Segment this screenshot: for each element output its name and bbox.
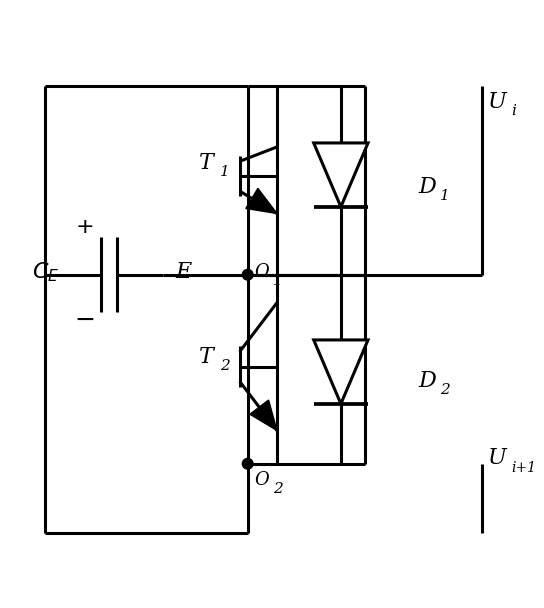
Text: D: D (418, 176, 436, 198)
Text: 2: 2 (273, 482, 283, 496)
Text: 2: 2 (220, 359, 230, 373)
Text: −: − (75, 308, 96, 332)
Text: O: O (254, 471, 269, 489)
Text: 1: 1 (220, 165, 230, 179)
Text: E: E (176, 261, 192, 283)
Polygon shape (250, 400, 277, 430)
Text: 2: 2 (441, 383, 450, 397)
Text: 1: 1 (441, 189, 450, 203)
Text: $C_E$: $C_E$ (32, 260, 59, 284)
Text: 1: 1 (273, 274, 283, 288)
Circle shape (243, 269, 253, 280)
Text: U: U (489, 91, 507, 112)
Polygon shape (314, 340, 368, 404)
Text: D: D (418, 370, 436, 392)
Circle shape (243, 458, 253, 469)
Text: O: O (254, 263, 269, 281)
Text: i+1: i+1 (511, 461, 536, 475)
Text: U: U (489, 447, 507, 469)
Text: i: i (511, 104, 516, 119)
Text: T: T (199, 346, 214, 368)
Polygon shape (314, 143, 368, 207)
Polygon shape (246, 188, 277, 213)
Text: T: T (199, 152, 214, 174)
Text: +: + (76, 217, 95, 237)
